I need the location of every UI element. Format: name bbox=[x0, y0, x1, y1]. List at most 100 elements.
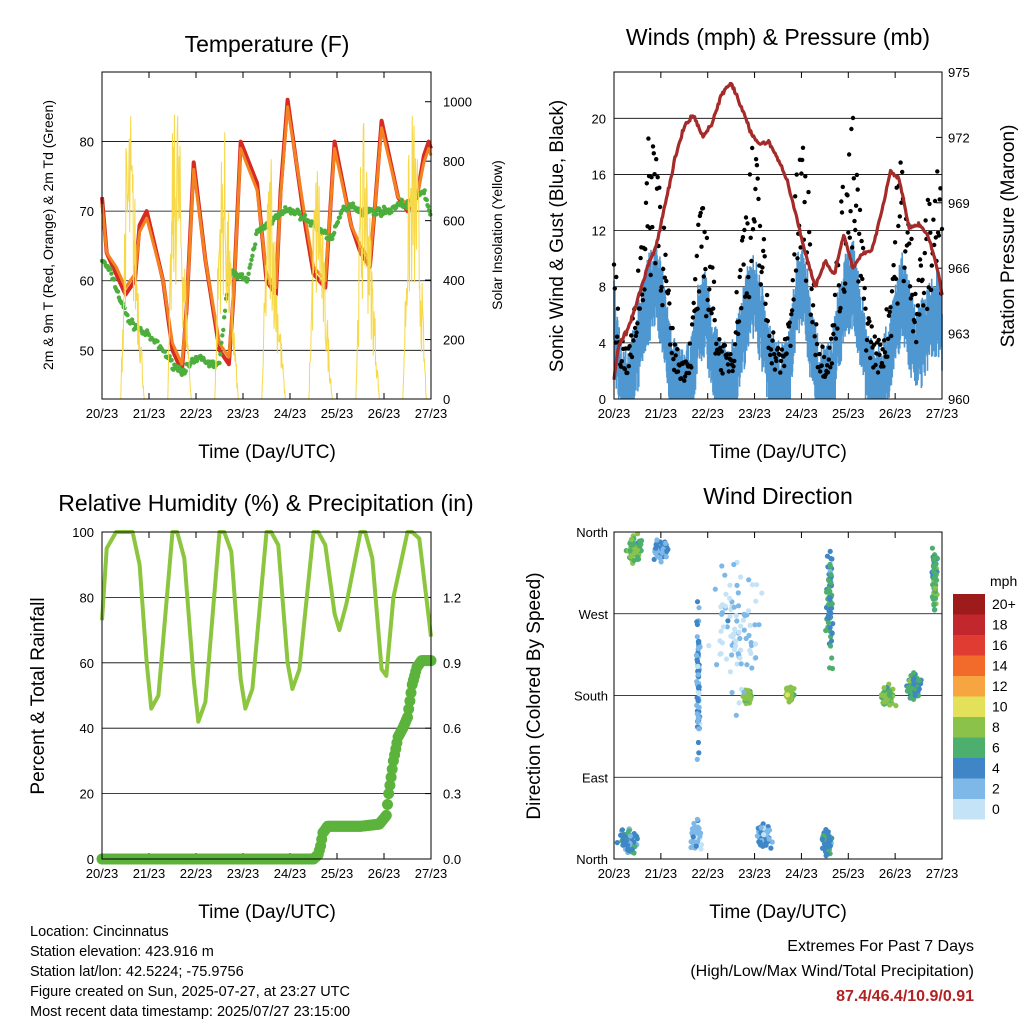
direction-point bbox=[735, 590, 741, 596]
direction-point bbox=[638, 541, 644, 548]
humidity-ylabel-left: Percent & Total Rainfall bbox=[28, 597, 49, 794]
direction-point bbox=[724, 624, 730, 630]
colorbar-swatch bbox=[953, 696, 985, 717]
gust-point bbox=[745, 221, 750, 226]
colorbar-title: mph bbox=[990, 573, 1017, 589]
gust-point bbox=[632, 325, 638, 331]
gust-point bbox=[763, 301, 768, 306]
temperature-plot-area: 20/23 21/23 22/23 23/23 24/23 25/23 26/23 27/23… bbox=[80, 72, 472, 421]
gust-point bbox=[900, 169, 905, 175]
gust-point bbox=[741, 262, 746, 267]
y2-tick-label: 0.6 bbox=[443, 721, 461, 736]
gust-point bbox=[728, 352, 733, 357]
direction-point bbox=[788, 697, 794, 704]
gust-point bbox=[761, 248, 766, 254]
gust-point bbox=[756, 196, 761, 202]
extremes-box: Extremes For Past 7 Days (High/Low/Max W… bbox=[690, 934, 974, 1009]
direction-point bbox=[745, 608, 752, 614]
gust-point bbox=[659, 284, 664, 290]
gust-point bbox=[764, 292, 770, 298]
gust-point bbox=[807, 242, 813, 247]
gust-point bbox=[864, 348, 869, 353]
gust-point bbox=[891, 263, 896, 268]
x-tick-label: 21/23 bbox=[133, 406, 166, 421]
gust-point bbox=[642, 287, 647, 292]
gust-point bbox=[712, 318, 717, 323]
direction-point bbox=[634, 836, 640, 842]
gust-point bbox=[689, 365, 694, 370]
gust-point bbox=[800, 145, 806, 150]
gust-point bbox=[657, 204, 663, 210]
gust-point bbox=[817, 351, 822, 357]
gust-point bbox=[932, 242, 937, 248]
gust-point bbox=[749, 258, 754, 264]
gust-point bbox=[663, 252, 668, 257]
gust-point bbox=[774, 358, 779, 364]
gust-point bbox=[925, 306, 930, 312]
gust-point bbox=[907, 241, 912, 246]
direction-point bbox=[766, 836, 772, 842]
direction-point bbox=[731, 604, 737, 610]
gust-point bbox=[653, 261, 658, 266]
direction-point bbox=[731, 561, 737, 568]
rainfall-point bbox=[382, 799, 393, 810]
y2-tick-label: 975 bbox=[948, 65, 970, 80]
direction-plot-area: 20/23 21/23 22/23 23/23 24/23 25/23 26/23 27/23… bbox=[574, 525, 958, 881]
y-tick-label: 20 bbox=[592, 111, 606, 126]
direction-point bbox=[698, 842, 705, 848]
y-tick-label: 4 bbox=[599, 336, 606, 351]
gust-point bbox=[838, 305, 843, 311]
direction-point bbox=[737, 655, 743, 661]
direction-point bbox=[664, 548, 670, 555]
gust-point bbox=[863, 306, 868, 311]
gust-point bbox=[786, 324, 792, 329]
gust-point bbox=[799, 171, 804, 176]
gust-point bbox=[649, 175, 654, 180]
y-tick-label: 20 bbox=[80, 787, 94, 802]
gust-point bbox=[860, 276, 865, 282]
y2-tick-label: 1.2 bbox=[443, 590, 461, 605]
gust-point bbox=[814, 322, 819, 327]
gust-point bbox=[705, 297, 710, 303]
gust-point bbox=[693, 277, 698, 282]
gust-point bbox=[862, 285, 867, 291]
dewpoint-point bbox=[377, 206, 382, 211]
gust-point bbox=[936, 233, 942, 238]
gust-point bbox=[913, 291, 918, 297]
direction-point bbox=[743, 635, 749, 642]
gust-point bbox=[803, 174, 808, 179]
gust-point bbox=[829, 361, 835, 366]
gust-point bbox=[696, 222, 701, 227]
y-tick-label: 40 bbox=[80, 721, 94, 736]
y2-tick-label: 0.0 bbox=[443, 852, 461, 867]
gust-point bbox=[876, 337, 881, 343]
gust-point bbox=[660, 303, 665, 308]
gust-point bbox=[754, 163, 760, 168]
gust-point bbox=[698, 210, 703, 216]
gust-point bbox=[868, 355, 873, 361]
gust-point bbox=[654, 157, 659, 162]
direction-point bbox=[916, 686, 922, 692]
direction-point bbox=[619, 827, 626, 833]
gust-point bbox=[636, 268, 641, 273]
x-tick-label: 24/23 bbox=[274, 866, 307, 881]
gust-point bbox=[655, 175, 660, 180]
gust-point bbox=[897, 214, 902, 219]
gust-point bbox=[925, 197, 931, 203]
gust-point bbox=[893, 276, 899, 281]
direction-point bbox=[910, 677, 916, 683]
gust-point bbox=[853, 203, 859, 208]
direction-point bbox=[690, 834, 696, 840]
gust-point bbox=[910, 329, 916, 334]
gust-point bbox=[915, 303, 920, 308]
humidity-plot-area: 20/23 21/23 22/23 23/23 24/23 25/23 26/23 27/23… bbox=[72, 525, 461, 881]
gust-point bbox=[686, 370, 692, 376]
gust-point bbox=[730, 368, 735, 374]
direction-point bbox=[827, 643, 834, 649]
gust-point bbox=[928, 287, 934, 293]
gust-point bbox=[615, 306, 621, 311]
x-tick-label: 20/23 bbox=[598, 866, 631, 881]
gust-point bbox=[691, 300, 696, 306]
y-tick-label: 80 bbox=[80, 135, 94, 150]
direction-point bbox=[717, 638, 723, 644]
